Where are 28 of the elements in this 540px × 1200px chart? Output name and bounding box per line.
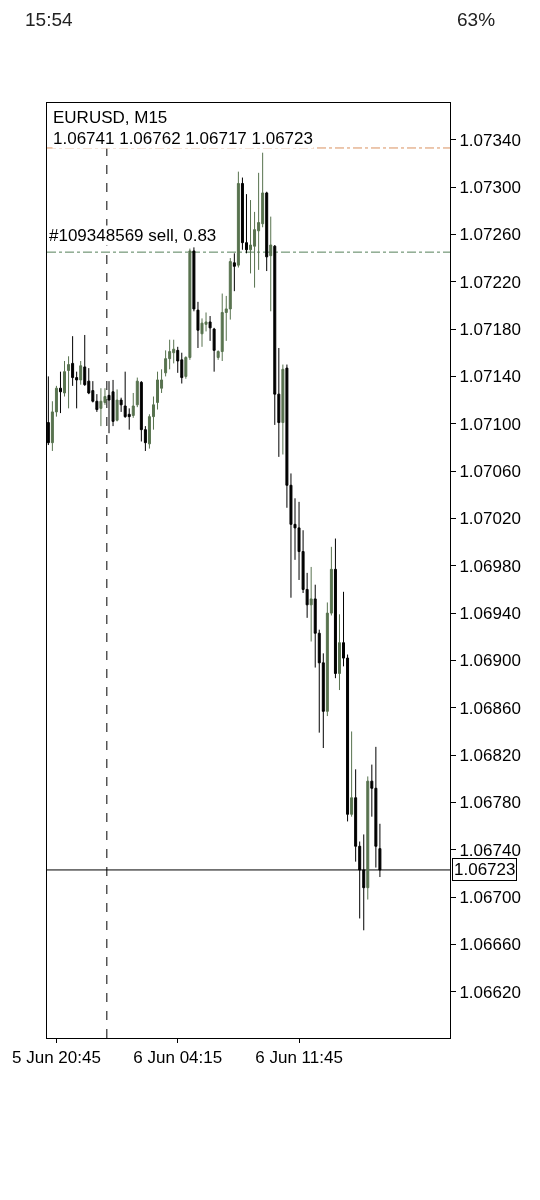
y-tick-label: 1.07340 bbox=[459, 130, 521, 150]
y-tick-label: 1.07220 bbox=[459, 272, 521, 292]
x-tick-label: 5 Jun 20:45 bbox=[12, 1048, 101, 1068]
text: 1.06741 1.06762 1.06717 1.06723 bbox=[53, 129, 313, 148]
y-tick-label: 1.07260 bbox=[459, 225, 521, 245]
ref-line-label: 1.06723 bbox=[454, 860, 516, 879]
x-tick-label: 6 Jun 04:15 bbox=[133, 1048, 223, 1068]
y-tick-label: 1.06900 bbox=[459, 651, 521, 671]
x-tick-label: 6 Jun 11:45 bbox=[255, 1048, 343, 1068]
y-tick-label: 1.07100 bbox=[459, 414, 521, 434]
y-tick-label: 1.06620 bbox=[459, 982, 521, 1002]
text: 63% bbox=[457, 9, 496, 30]
y-tick-label: 1.07020 bbox=[459, 509, 521, 529]
y-tick-label: 1.06860 bbox=[459, 698, 521, 718]
y-tick-label: 1.07180 bbox=[459, 320, 521, 340]
y-tick-label: 1.06780 bbox=[459, 793, 521, 813]
y-tick-label: 1.06700 bbox=[459, 888, 521, 908]
chart-title: EURUSD, M15 bbox=[53, 108, 168, 127]
y-tick-label: 1.06820 bbox=[459, 746, 521, 766]
y-tick-label: 1.07060 bbox=[459, 462, 521, 482]
y-tick-label: 1.07140 bbox=[459, 367, 521, 387]
text: 15:54 bbox=[25, 9, 73, 30]
y-tick-label: 1.06940 bbox=[459, 604, 521, 624]
y-tick-label: 1.06740 bbox=[459, 840, 521, 860]
y-tick-label: 1.07300 bbox=[459, 177, 521, 197]
ref-line-label: #109348569 sell, 0.83 bbox=[49, 226, 217, 245]
y-tick-label: 1.06660 bbox=[459, 935, 521, 955]
y-tick-label: 1.06980 bbox=[459, 556, 521, 576]
